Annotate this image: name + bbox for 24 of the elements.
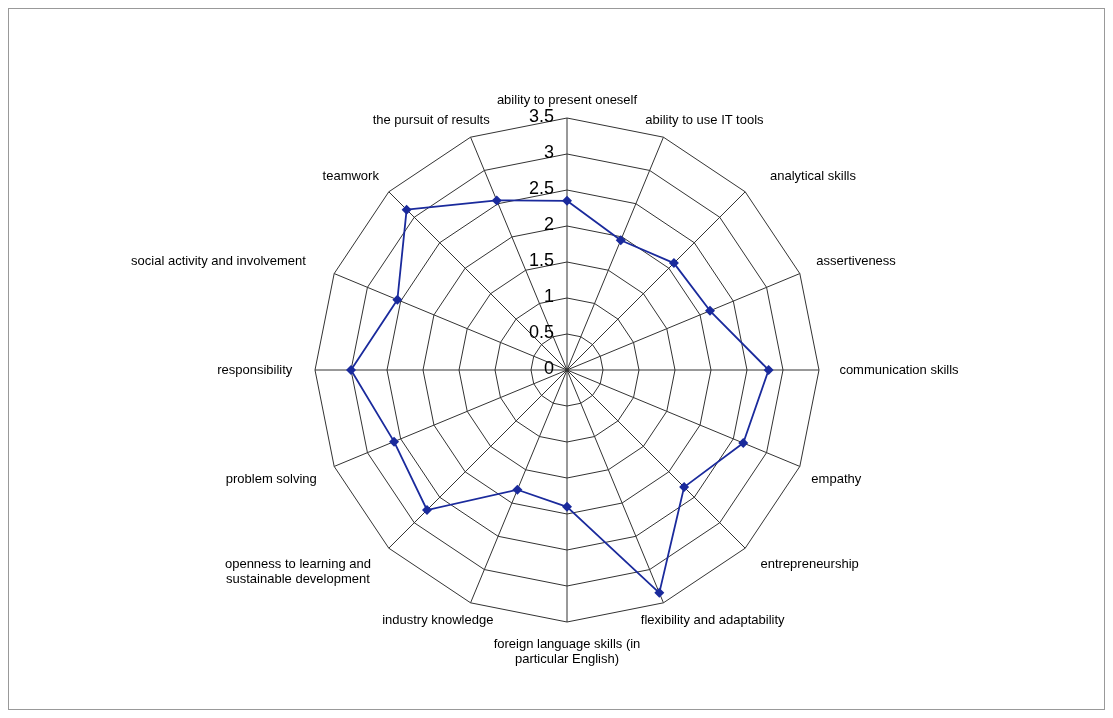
y-tick-label: 0.5 xyxy=(528,322,554,342)
spoke-label: teamwork xyxy=(322,168,380,184)
spoke-label: entrepreneurship xyxy=(760,555,859,571)
y-tick-label: 2 xyxy=(543,214,554,234)
spoke-label: flexibility and adaptability xyxy=(640,612,786,628)
spoke-label: ability to present oneself xyxy=(496,92,638,107)
y-tick-label: 3.5 xyxy=(528,106,554,126)
spoke-label: social activity and involvement xyxy=(131,252,307,268)
spoke-label: openness to learning and sustainable development xyxy=(224,555,371,586)
spoke-label: empathy xyxy=(811,471,862,487)
spoke-label: foreign language skills (in particular English) xyxy=(493,636,641,666)
y-tick-label: 0 xyxy=(543,358,554,378)
spoke-label: ability to use IT tools xyxy=(645,111,765,127)
spoke-label: industry knowledge xyxy=(382,612,494,628)
spoke-label: communication skills xyxy=(839,362,960,377)
spoke-label: responsibility xyxy=(217,362,293,377)
y-tick-label: 1.5 xyxy=(528,250,554,270)
y-tick-label: 1 xyxy=(543,286,554,306)
y-tick-label: 3 xyxy=(543,142,554,162)
spoke-label: assertiveness xyxy=(816,252,897,268)
spoke-label: problem solving xyxy=(225,471,317,487)
spoke-label: analytical skills xyxy=(769,168,857,184)
y-tick-label: 2.5 xyxy=(528,178,554,198)
spoke-label: the pursuit of results xyxy=(372,111,491,127)
